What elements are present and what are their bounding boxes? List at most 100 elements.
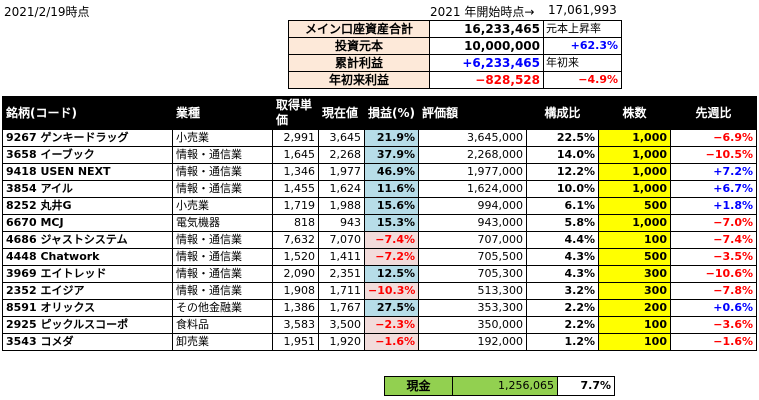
table-row: 3658 イーブック 情報・通信業 1,645 2,268 37.9% 2,268,000… (2, 146, 757, 164)
table-row: 8591 オリックス その他金融業 1,386 1,767 27.5% 353,300 2.… (2, 299, 757, 317)
summary-value: 16,233,465 (429, 20, 544, 38)
stock-cost: 3,583 (272, 316, 319, 334)
year-start-value: 17,061,993 (548, 3, 617, 17)
stock-cost: 1,455 (272, 180, 319, 198)
stock-value: 192,000 (418, 333, 527, 351)
table-row: 4448 Chatwork 情報・通信業 1,520 1,411 −7.2% 705,50… (2, 248, 757, 266)
stock-value: 353,300 (418, 299, 527, 317)
stock-sector: 情報・通信業 (172, 163, 273, 181)
stock-name: 8591 オリックス (2, 299, 173, 317)
summary-label: 累計利益 (288, 54, 430, 72)
stock-pl: −7.2% (364, 248, 419, 266)
stock-wow: −6.9% (670, 129, 757, 147)
stock-value: 2,268,000 (418, 146, 527, 164)
stock-cost: 7,632 (272, 231, 319, 249)
stock-price: 1,624 (318, 180, 365, 198)
stock-cost: 1,346 (272, 163, 319, 181)
stock-wow: −7.0% (670, 214, 757, 232)
summary-table: メイン口座資産合計 16,233,465 元本上昇率 投資元本 10,000,000 +6… (288, 20, 622, 89)
stock-sector: 小売業 (172, 197, 273, 215)
stock-name: 9267 ゲンキードラッグ (2, 129, 173, 147)
stock-name: 3658 イーブック (2, 146, 173, 164)
summary-note: 年初来 (543, 54, 622, 72)
stock-price: 943 (318, 214, 365, 232)
summary-row: 投資元本 10,000,000 +62.3% (288, 37, 622, 55)
table-row: 6670 MCJ 電気機器 818 943 15.3% 943,000 5.8% 1,000−… (2, 214, 757, 232)
cash-ratio: 7.7% (557, 376, 615, 396)
stock-wow: +6.7% (670, 180, 757, 198)
stock-value: 705,500 (418, 248, 527, 266)
holdings-header-row: 銘柄(コード) 業種 取得単価 現在値 損益(%) 評価額 構成比 株数 先週比 (2, 96, 757, 130)
stock-pl: 37.9% (364, 146, 419, 164)
stock-wow: +0.6% (670, 299, 757, 317)
stock-ratio: 22.5% (526, 129, 599, 147)
stock-sector: その他金融業 (172, 299, 273, 317)
table-row: 9267 ゲンキードラッグ 小売業 2,991 3,645 21.9% 3,645,000… (2, 129, 757, 147)
header-sector: 業種 (172, 96, 273, 130)
stock-sector: 小売業 (172, 129, 273, 147)
stock-name: 9418 USEN NEXT (2, 163, 173, 181)
stock-cost: 1,386 (272, 299, 319, 317)
stock-ratio: 6.1% (526, 197, 599, 215)
cash-value: 1,256,065 (452, 376, 558, 396)
header-cost: 取得単価 (272, 96, 319, 130)
stock-cost: 818 (272, 214, 319, 232)
stock-wow: −7.4% (670, 231, 757, 249)
stock-pl: 21.9% (364, 129, 419, 147)
summary-row: メイン口座資産合計 16,233,465 元本上昇率 (288, 20, 622, 38)
stock-ratio: 12.2% (526, 163, 599, 181)
stock-shares: 100 (598, 316, 671, 334)
stock-pl: 11.6% (364, 180, 419, 198)
stock-pl: 15.6% (364, 197, 419, 215)
as-of-date: 2021/2/19時点 (4, 5, 90, 19)
summary-label: 年初来利益 (288, 71, 430, 89)
summary-value: 10,000,000 (429, 37, 544, 55)
stock-shares: 1,000 (598, 129, 671, 147)
stock-value: 705,300 (418, 265, 527, 283)
stock-name: 4686 ジャストシステム (2, 231, 173, 249)
stock-name: 3543 コメダ (2, 333, 173, 351)
stock-sector: 情報・通信業 (172, 248, 273, 266)
stock-shares: 200 (598, 299, 671, 317)
stock-name: 3854 アイル (2, 180, 173, 198)
summary-note: −4.9% (543, 71, 622, 89)
stock-pl: 15.3% (364, 214, 419, 232)
stock-name: 2925 ピックルスコーポ (2, 316, 173, 334)
stock-wow: −7.8% (670, 282, 757, 300)
stock-price: 1,920 (318, 333, 365, 351)
stock-price: 7,070 (318, 231, 365, 249)
stock-ratio: 14.0% (526, 146, 599, 164)
header-ratio: 構成比 (526, 96, 599, 130)
table-row: 3854 アイル 情報・通信業 1,455 1,624 11.6% 1,624,000 10… (2, 180, 757, 198)
stock-cost: 1,908 (272, 282, 319, 300)
cash-label: 現金 (384, 376, 453, 396)
stock-cost: 1,951 (272, 333, 319, 351)
stock-value: 994,000 (418, 197, 527, 215)
table-row: 4686 ジャストシステム 情報・通信業 7,632 7,070 −7.4% 707,00… (2, 231, 757, 249)
stock-wow: −3.6% (670, 316, 757, 334)
stock-wow: −10.5% (670, 146, 757, 164)
header-wow: 先週比 (670, 96, 757, 130)
stock-sector: 電気機器 (172, 214, 273, 232)
stock-pl: −1.6% (364, 333, 419, 351)
stock-sector: 食料品 (172, 316, 273, 334)
stock-sector: 情報・通信業 (172, 231, 273, 249)
cash-table: 現金 1,256,065 7.7% (384, 376, 615, 396)
stock-value: 1,977,000 (418, 163, 527, 181)
stock-shares: 1,000 (598, 146, 671, 164)
stock-pl: 46.9% (364, 163, 419, 181)
stock-name: 6670 MCJ (2, 214, 173, 232)
stock-wow: +1.8% (670, 197, 757, 215)
table-row: 2352 エイジア 情報・通信業 1,908 1,711 −10.3% 513,300 3.… (2, 282, 757, 300)
holdings-table: 銘柄(コード) 業種 取得単価 現在値 損益(%) 評価額 構成比 株数 先週比… (2, 96, 757, 351)
stock-price: 2,268 (318, 146, 365, 164)
stock-ratio: 4.3% (526, 248, 599, 266)
table-row: 2925 ピックルスコーポ 食料品 3,583 3,500 −2.3% 350,000 2.… (2, 316, 757, 334)
stock-price: 3,645 (318, 129, 365, 147)
header-name: 銘柄(コード) (2, 96, 173, 130)
stock-price: 2,351 (318, 265, 365, 283)
stock-pl: −10.3% (364, 282, 419, 300)
stock-price: 1,977 (318, 163, 365, 181)
summary-row: 年初来利益 −828,528 −4.9% (288, 71, 622, 89)
stock-price: 1,988 (318, 197, 365, 215)
